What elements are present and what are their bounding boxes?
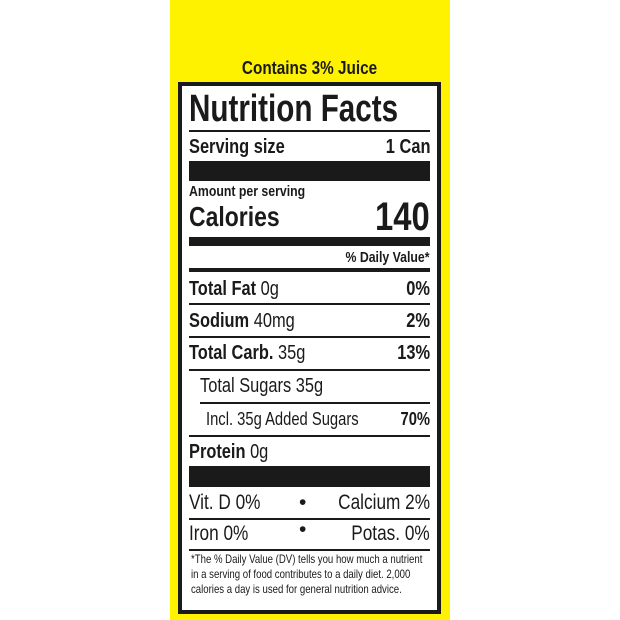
- nutrient-name: Protein: [189, 441, 246, 463]
- divider: [189, 336, 430, 338]
- nutrient-name: Total Carb.: [189, 342, 274, 364]
- nutrient-row-sodium: Sodium 40mg 2%: [189, 308, 430, 334]
- amount-per-serving: Amount per serving: [189, 183, 306, 200]
- nutrient-amount: 35g: [277, 342, 306, 364]
- nutrient-dv: 2%: [406, 310, 430, 332]
- calories-row: Calories 140: [189, 196, 430, 238]
- serving-size-value: 1 Can: [385, 136, 430, 158]
- nutrient-amount: 0g: [250, 441, 269, 463]
- nutrition-facts-title: Nutrition Facts: [189, 88, 399, 130]
- nutrient-row-total-sugars: Total Sugars 35g: [200, 373, 430, 399]
- amount-per-serving-row: Amount per serving: [189, 183, 430, 201]
- thick-divider: [189, 161, 430, 181]
- bullet: •: [299, 518, 307, 541]
- daily-value-header: % Daily Value*: [345, 249, 430, 266]
- nutrient-row-added-sugars: Incl. 35g Added Sugars 70%: [206, 406, 430, 432]
- nutrient-dv: 13%: [397, 342, 430, 364]
- nutrient-name: Total Sugars 35g: [200, 375, 324, 397]
- nutrient-row-protein: Protein 0g: [189, 439, 430, 465]
- serving-size-row: Serving size 1 Can: [189, 135, 430, 159]
- juice-content-note: Contains 3% Juice: [242, 58, 378, 78]
- title-row: Nutrition Facts: [189, 88, 430, 130]
- calories-label: Calories: [189, 201, 280, 232]
- mineral-row: Iron 0% • Potas. 0%: [189, 518, 430, 548]
- nutrition-facts-panel: Nutrition Facts Serving size 1 Can Amoun…: [178, 82, 441, 614]
- divider: [189, 303, 430, 305]
- calories-value: 140: [375, 195, 430, 239]
- medium-divider: [189, 237, 430, 246]
- vitamin-row: Vit. D 0% • Calcium 2%: [189, 489, 430, 517]
- nutrient-amount: 0g: [260, 278, 279, 300]
- divider: [189, 268, 430, 272]
- divider: [200, 402, 430, 404]
- serving-size-label: Serving size: [189, 136, 285, 158]
- calcium: Calcium 2%: [338, 491, 430, 514]
- bullet: •: [299, 491, 307, 514]
- nutrient-name: Sodium: [189, 310, 250, 332]
- nutrient-amount: 40mg: [253, 310, 295, 332]
- nutrient-dv: 0%: [406, 278, 430, 300]
- nutrient-row-total-carb: Total Carb. 35g 13%: [189, 340, 430, 366]
- nutrient-name: Incl. 35g Added Sugars: [206, 409, 359, 429]
- divider: [189, 518, 430, 520]
- nutrient-dv: 70%: [400, 409, 430, 429]
- vitamin-d: Vit. D 0%: [189, 491, 261, 514]
- iron: Iron 0%: [189, 522, 249, 545]
- divider: [189, 130, 430, 132]
- thick-divider: [189, 466, 430, 487]
- divider: [189, 549, 430, 551]
- daily-value-footnote: *The % Daily Value (DV) tells you how mu…: [191, 552, 423, 596]
- potassium: Potas. 0%: [351, 522, 430, 545]
- daily-value-header-row: % Daily Value*: [189, 248, 430, 268]
- nutrient-row-total-fat: Total Fat 0g 0%: [189, 276, 430, 302]
- nutrient-name: Total Fat: [189, 278, 257, 300]
- divider: [189, 369, 430, 371]
- divider: [189, 435, 430, 437]
